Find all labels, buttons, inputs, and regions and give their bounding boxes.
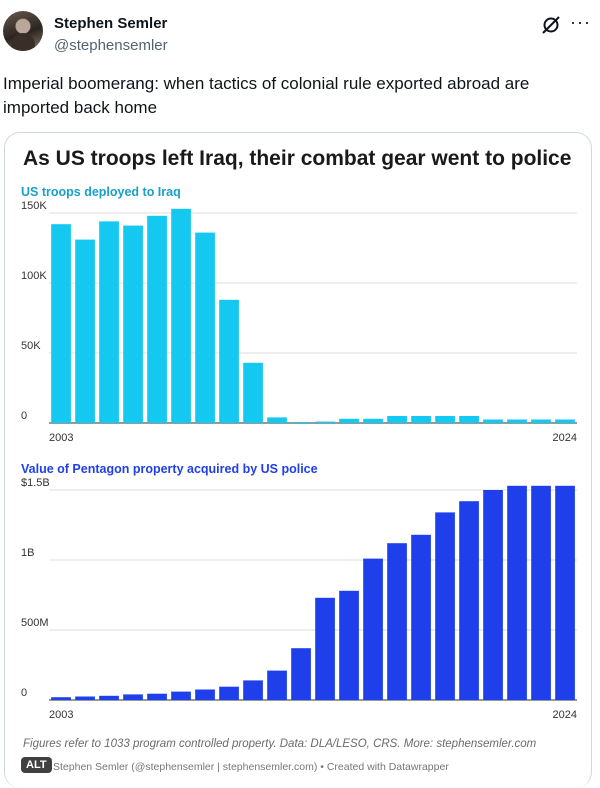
bar [339, 418, 359, 423]
bar [483, 490, 503, 700]
bar [243, 362, 263, 423]
bar [123, 694, 143, 700]
credit-line: Stephen Semler (@stephensemler | stephen… [53, 761, 449, 773]
y-tick-label: 0 [21, 687, 27, 699]
chart-title: As US troops left Iraq, their combat gea… [23, 147, 572, 170]
bar [435, 416, 455, 423]
y-tick-label: 150K [21, 200, 47, 212]
bar [51, 697, 71, 700]
x-tick-label: 2003 [49, 432, 73, 444]
author-handle[interactable]: @stephensemler [54, 37, 168, 54]
footnote: Figures refer to 1033 program controlled… [23, 738, 537, 750]
y-tick-label: $1.5B [21, 477, 50, 489]
bar [123, 225, 143, 423]
series-title: Value of Pentagon property acquired by U… [21, 462, 318, 476]
y-tick-label: 50K [21, 340, 41, 352]
bar [483, 419, 503, 423]
bar [195, 232, 215, 423]
bar [339, 590, 359, 700]
bar [99, 221, 119, 423]
bar [555, 419, 575, 423]
bar [147, 693, 167, 700]
y-tick-label: 0 [21, 410, 27, 422]
bar [363, 418, 383, 423]
author-name[interactable]: Stephen Semler [54, 15, 168, 32]
bar [75, 696, 95, 700]
bar [363, 558, 383, 700]
bar [387, 543, 407, 700]
x-tick-label: 2024 [553, 432, 577, 444]
bar [315, 597, 335, 700]
bar [147, 215, 167, 423]
bar [99, 695, 119, 700]
y-tick-label: 1B [21, 547, 34, 559]
alt-badge[interactable]: ALT [21, 757, 52, 773]
bar [291, 422, 311, 423]
y-tick-label: 100K [21, 270, 47, 282]
bar [219, 299, 239, 423]
troops-chart: US troops deployed to Iraq 0 50K 100K 150K 20… [21, 185, 577, 444]
tweet-text: Imperial boomerang: when tactics of colo… [3, 74, 530, 117]
bar [435, 512, 455, 700]
bar [531, 419, 551, 423]
bar [459, 501, 479, 700]
bar [507, 419, 527, 423]
bar [315, 421, 335, 423]
avatar[interactable] [3, 11, 43, 51]
bar [219, 686, 239, 700]
bar [51, 224, 71, 423]
x-tick-label: 2024 [553, 709, 577, 721]
y-tick-label: 500M [21, 617, 49, 629]
bar [291, 648, 311, 700]
bar [507, 485, 527, 700]
bar [171, 208, 191, 423]
series-title: US troops deployed to Iraq [21, 185, 181, 199]
bar [75, 239, 95, 423]
x-tick-label: 2003 [49, 709, 73, 721]
bar [531, 485, 551, 700]
bar [195, 689, 215, 700]
bar [171, 691, 191, 700]
bar [387, 416, 407, 423]
property-chart: Value of Pentagon property acquired by U… [21, 462, 577, 721]
bar [243, 680, 263, 700]
bar [411, 416, 431, 423]
bar [267, 670, 287, 700]
chart-card[interactable]: As US troops left Iraq, their combat gea… [4, 132, 592, 788]
more-icon[interactable]: ··· [570, 12, 591, 32]
bar [411, 534, 431, 700]
bar [459, 416, 479, 423]
bar [267, 417, 287, 423]
bar [555, 485, 575, 700]
grok-icon[interactable] [540, 14, 562, 36]
tweet-header: Stephen Semler @stephensemler ··· [0, 0, 600, 62]
